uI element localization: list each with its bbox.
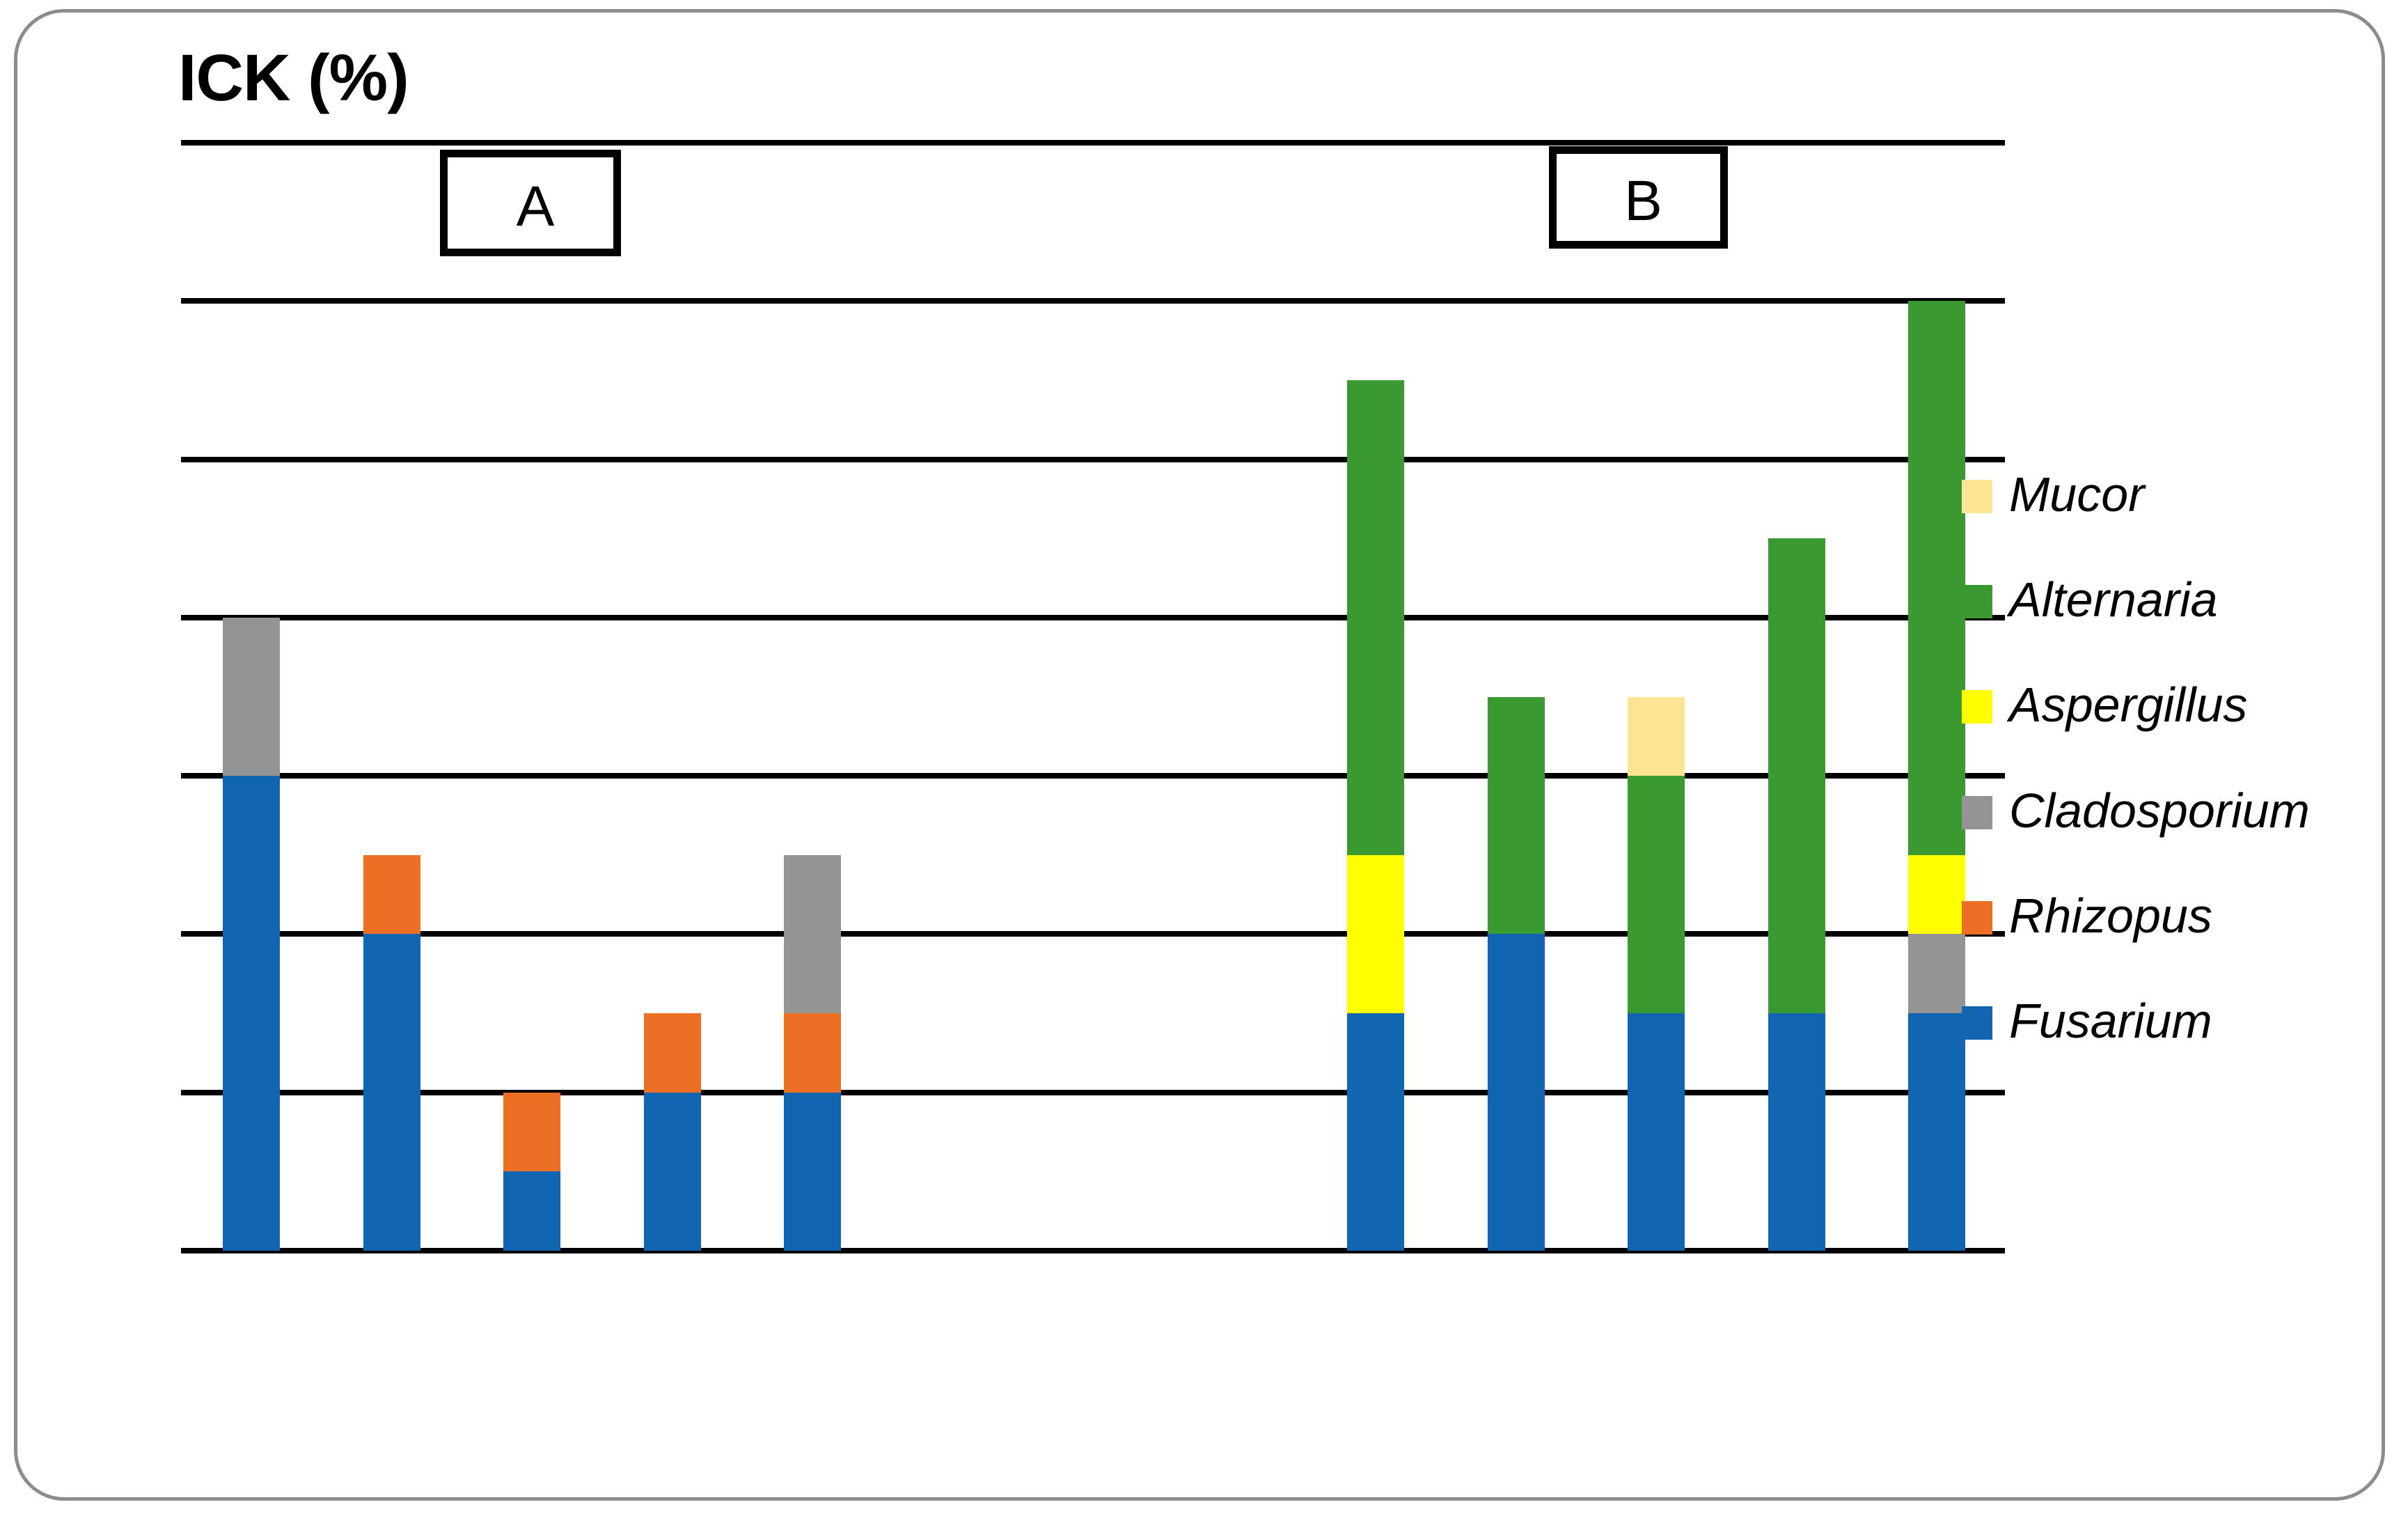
- chart-title: ICK (%): [178, 41, 409, 115]
- gridline-70: [181, 140, 2005, 146]
- bar-b3-segment-fusarium: [1628, 1013, 1685, 1251]
- legend-swatch-alternaria: [1962, 585, 1992, 619]
- figure-border: [14, 9, 2385, 1501]
- group-label-box-b: B: [1549, 146, 1728, 249]
- group-label-a: A: [516, 174, 555, 238]
- bar-b2-segment-alternaria: [1487, 696, 1545, 935]
- bar-b5-segment-cladosporium: [1908, 934, 1965, 1014]
- legend-swatch-aspergillus: [1962, 690, 1992, 724]
- gridline-30: [181, 773, 2005, 779]
- legend-swatch-rhizopus: [1962, 900, 1992, 935]
- bar-a2-segment-fusarium: [363, 934, 420, 1251]
- gridline-20: [181, 931, 2005, 937]
- bar-a4-segment-fusarium: [643, 1092, 701, 1251]
- legend-label-aspergillus: Aspergillus: [2009, 678, 2248, 733]
- bar-a1-segment-cladosporium: [223, 617, 280, 776]
- legend-swatch-fusarium: [1962, 1006, 1992, 1040]
- bar-a5-segment-fusarium: [784, 1092, 841, 1251]
- bar-a2-segment-rhizopus: [363, 854, 420, 935]
- gridline-10: [181, 1089, 2005, 1095]
- bar-b3-segment-mucor: [1628, 696, 1685, 776]
- gridline-0: [181, 1248, 2005, 1253]
- gridline-40: [181, 614, 2005, 620]
- bar-b4-segment-fusarium: [1768, 1013, 1825, 1251]
- legend-label-fusarium: Fusarium: [2009, 993, 2212, 1048]
- bar-b4-segment-alternaria: [1768, 538, 1825, 1014]
- bar-b5-segment-aspergillus: [1908, 854, 1965, 935]
- legend-swatch-cladosporium: [1962, 795, 1992, 829]
- bar-a5-segment-cladosporium: [784, 854, 841, 1014]
- bar-b5-segment-fusarium: [1908, 1013, 1965, 1251]
- bar-a4-segment-rhizopus: [643, 1013, 701, 1093]
- legend-label-cladosporium: Cladosporium: [2009, 783, 2310, 838]
- bar-b3-segment-alternaria: [1628, 776, 1685, 1014]
- bar-b5-segment-alternaria: [1908, 301, 1965, 855]
- bar-a1-segment-fusarium: [223, 776, 280, 1251]
- gridline-50: [181, 456, 2005, 462]
- group-label-b: B: [1624, 169, 1662, 233]
- group-label-box-a: A: [440, 150, 621, 256]
- legend-label-alternaria: Alternaria: [2009, 572, 2218, 627]
- bar-b1-segment-fusarium: [1347, 1013, 1404, 1251]
- gridline-60: [181, 298, 2005, 304]
- bar-a3-segment-rhizopus: [503, 1092, 560, 1172]
- legend-label-rhizopus: Rhizopus: [2009, 888, 2212, 943]
- bar-a3-segment-fusarium: [503, 1171, 560, 1251]
- bar-b1-segment-alternaria: [1347, 380, 1404, 855]
- legend-label-mucor: Mucor: [2009, 467, 2145, 522]
- bar-b2-segment-fusarium: [1487, 934, 1545, 1251]
- bar-b1-segment-aspergillus: [1347, 854, 1404, 1014]
- bar-a5-segment-rhizopus: [784, 1013, 841, 1093]
- legend-swatch-mucor: [1962, 480, 1992, 513]
